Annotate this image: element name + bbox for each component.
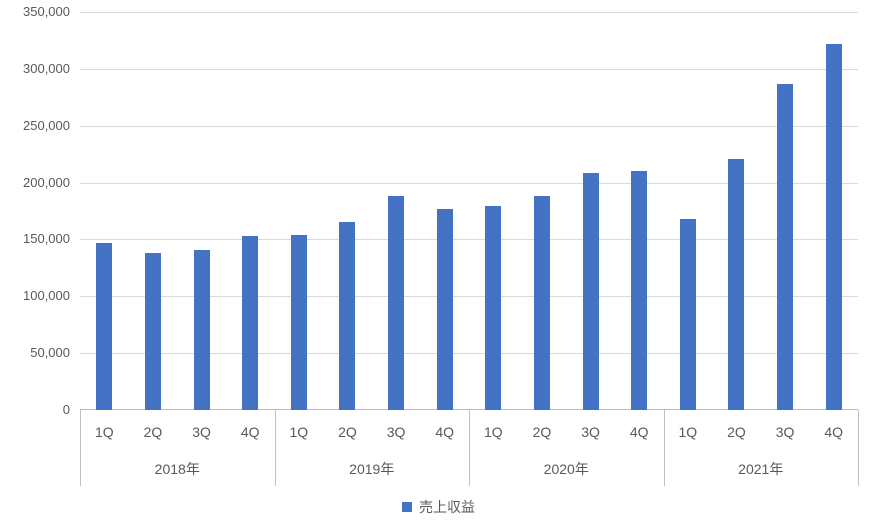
- quarter-tick-label: 2Q: [338, 424, 357, 440]
- group-separator: [469, 410, 470, 486]
- bar: [96, 242, 113, 410]
- bar: [825, 43, 842, 410]
- year-group-label: 2021年: [738, 461, 784, 477]
- gridline: [80, 125, 858, 127]
- bar: [144, 253, 161, 410]
- y-axis-tick-label: 100,000: [23, 288, 70, 304]
- quarter-tick-label: 3Q: [192, 424, 211, 440]
- gridline: [80, 12, 858, 13]
- bar: [582, 173, 599, 410]
- y-axis-tick-label: 150,000: [23, 231, 70, 247]
- quarter-tick-label: 2Q: [532, 424, 552, 440]
- group-separator: [80, 410, 81, 486]
- legend-swatch-icon: [402, 502, 412, 512]
- bar: [485, 206, 502, 410]
- quarter-tick-label: 3Q: [581, 424, 600, 440]
- y-axis-tick-label: 200,000: [23, 174, 70, 190]
- group-separator: [663, 410, 665, 486]
- y-axis-tick-label: 0: [62, 402, 70, 417]
- bar: [679, 218, 696, 410]
- gridline: [80, 296, 858, 298]
- quarter-tick-label: 4Q: [435, 424, 455, 440]
- legend-label: 売上収益: [419, 499, 475, 515]
- year-group-label: 2019年: [349, 461, 395, 477]
- quarter-tick-label: 1Q: [289, 424, 309, 440]
- gridline: [80, 68, 858, 70]
- y-axis-tick-label: 350,000: [23, 4, 70, 19]
- bar: [339, 222, 356, 410]
- quarter-tick-label: 1Q: [678, 424, 698, 440]
- group-separator: [274, 410, 276, 486]
- quarter-tick-label: 3Q: [386, 424, 406, 440]
- quarter-tick-label: 4Q: [824, 424, 844, 440]
- quarter-tick-label: 1Q: [94, 424, 114, 440]
- gridline: [80, 239, 858, 241]
- bar: [631, 171, 648, 410]
- group-separator: [858, 410, 859, 486]
- legend: 売上収益: [0, 497, 877, 517]
- bar: [193, 249, 210, 410]
- bar: [436, 208, 453, 410]
- plot-area: [80, 12, 858, 410]
- bar: [290, 234, 307, 410]
- quarter-tick-label: 2Q: [143, 424, 163, 440]
- bar: [388, 196, 405, 410]
- quarter-tick-label: 4Q: [240, 424, 260, 440]
- gridline: [80, 353, 858, 355]
- year-group-label: 2018年: [154, 461, 200, 477]
- quarter-tick-label: 1Q: [483, 424, 503, 440]
- bar: [242, 236, 259, 410]
- bar: [728, 158, 745, 410]
- quarter-tick-label: 4Q: [629, 424, 649, 440]
- year-group-label: 2020年: [543, 461, 589, 477]
- x-axis-line: [80, 409, 858, 410]
- quarter-tick-label: 3Q: [775, 424, 795, 440]
- gridline: [80, 182, 858, 184]
- quarter-tick-label: 2Q: [727, 424, 746, 440]
- bar: [533, 196, 550, 410]
- y-axis-tick-label: 50,000: [30, 345, 70, 361]
- y-axis-tick-label: 250,000: [23, 117, 70, 133]
- y-axis-tick-label: 300,000: [23, 60, 70, 76]
- bar: [777, 83, 794, 410]
